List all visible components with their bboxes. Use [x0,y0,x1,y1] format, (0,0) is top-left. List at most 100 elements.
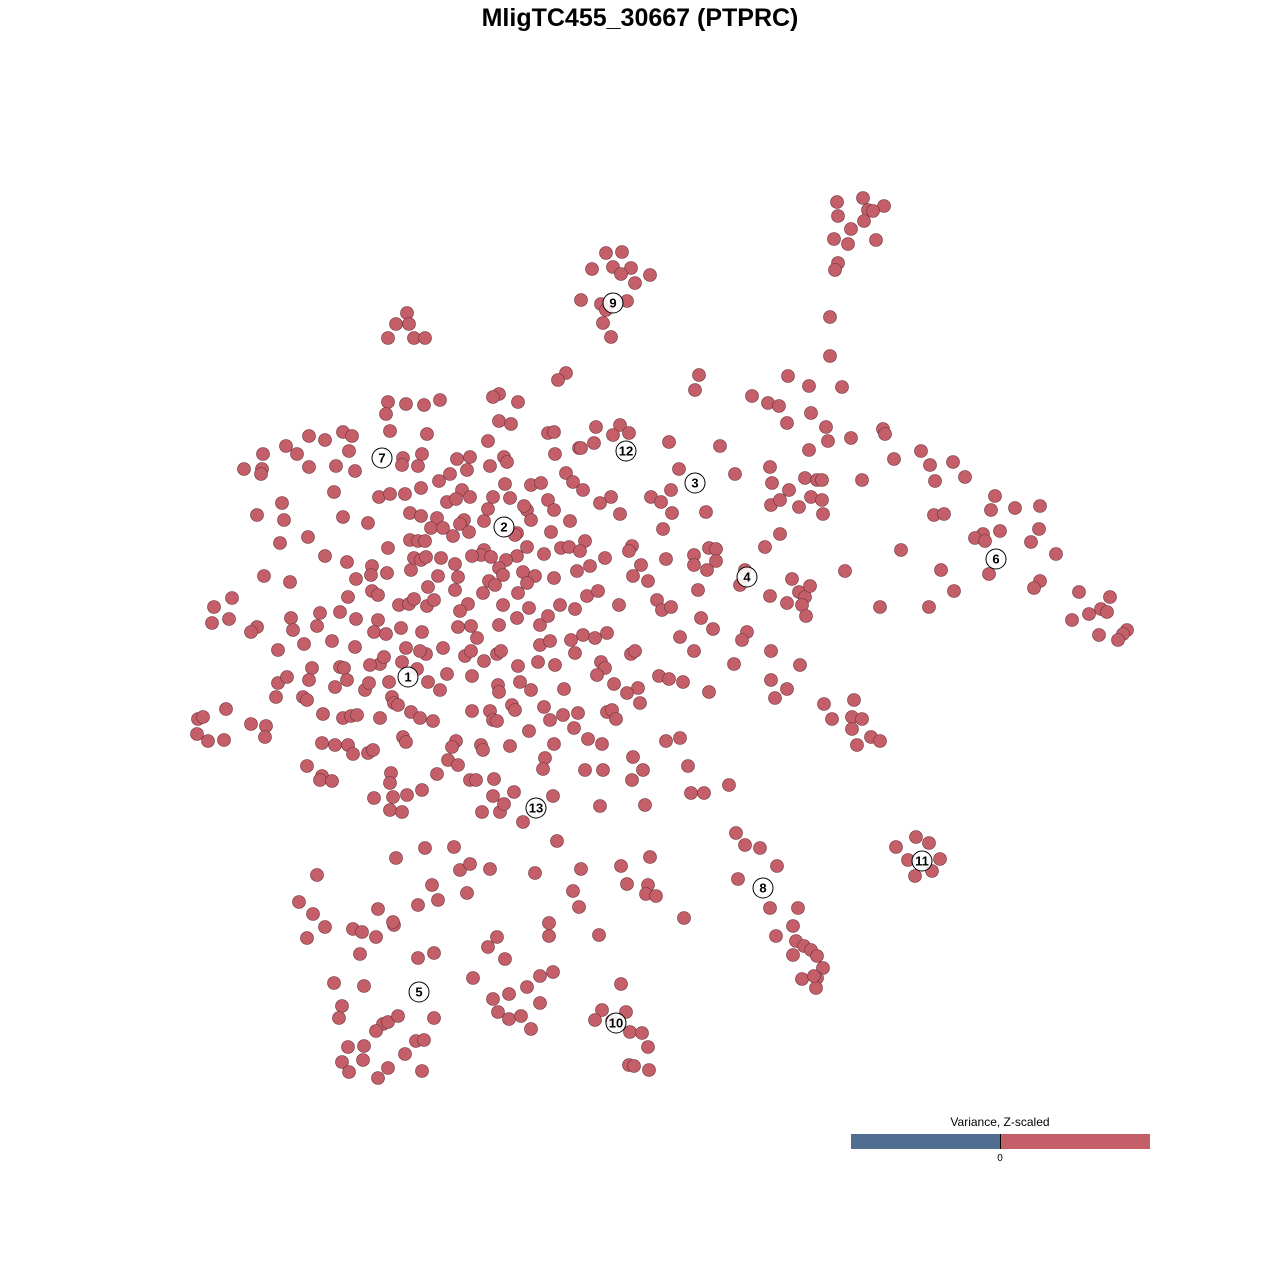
data-point [769,929,783,943]
data-point [341,1040,355,1054]
data-point [349,612,363,626]
data-point [758,540,772,554]
data-point [697,786,711,800]
data-point [857,214,871,228]
data-point [1008,501,1022,515]
data-point [765,476,779,490]
data-point [498,477,512,491]
data-point [327,976,341,990]
data-point [546,789,560,803]
data-point [614,859,628,873]
data-point [947,584,961,598]
data-point [556,708,570,722]
data-point [381,541,395,555]
data-point [673,731,687,745]
data-point [531,655,545,669]
data-point [340,555,354,569]
data-point [250,508,264,522]
data-point [782,483,796,497]
data-point [464,619,478,633]
data-point [275,496,289,510]
data-point [841,237,855,251]
data-point [728,467,742,481]
data-point [662,435,676,449]
data-point [284,611,298,625]
cluster-label-10: 10 [605,1012,627,1034]
data-point [809,981,823,995]
data-point [830,195,844,209]
data-point [328,680,342,694]
data-point [517,499,531,513]
data-point [548,447,562,461]
data-point [465,549,479,563]
data-point [626,750,640,764]
data-point [946,455,960,469]
cluster-label-2: 2 [493,516,515,538]
data-point [1033,499,1047,513]
data-point [257,569,271,583]
data-point [590,668,604,682]
data-point [894,543,908,557]
data-point [620,686,634,700]
data-point [424,521,438,535]
data-point [383,487,397,501]
data-point [928,474,942,488]
data-point [430,511,444,525]
data-point [398,1047,412,1061]
data-point [773,493,787,507]
data-point [816,961,830,975]
data-point [593,799,607,813]
data-point [196,710,210,724]
data-point [460,463,474,477]
data-point [399,397,413,411]
data-point [574,293,588,307]
data-point [802,379,816,393]
data-point [844,222,858,236]
data-point [342,1065,356,1079]
data-point [687,558,701,572]
data-point [588,631,602,645]
data-point [377,650,391,664]
data-point [342,444,356,458]
data-point [328,738,342,752]
data-point [395,805,409,819]
data-point [432,474,446,488]
data-point [476,586,490,600]
data-point [306,907,320,921]
data-point [219,702,233,716]
data-point [486,992,500,1006]
data-point [349,572,363,586]
data-point [823,310,837,324]
cluster-label-8: 8 [752,877,774,899]
data-point [302,429,316,443]
data-point [367,625,381,639]
data-point [780,596,794,610]
data-point [369,930,383,944]
data-point [609,712,623,726]
data-point [434,551,448,565]
data-point [421,580,435,594]
chart-title: MligTC455_30667 (PTPRC) [481,4,799,32]
data-point [379,407,393,421]
data-point [786,919,800,933]
data-point [547,425,561,439]
data-point [411,951,425,965]
data-point [217,733,231,747]
cluster-label-text: 6 [992,552,999,567]
data-point [780,416,794,430]
data-point [850,738,864,752]
data-point [302,673,316,687]
data-point [821,434,835,448]
data-point [524,513,538,527]
data-point [486,390,500,404]
data-point [827,232,841,246]
cluster-label-text: 13 [529,801,543,816]
data-point [566,475,580,489]
data-point [433,683,447,697]
data-point [477,514,491,528]
data-point [838,564,852,578]
data-point [615,245,629,259]
data-point [574,441,588,455]
data-point [430,767,444,781]
cluster-label-circle [615,440,637,462]
